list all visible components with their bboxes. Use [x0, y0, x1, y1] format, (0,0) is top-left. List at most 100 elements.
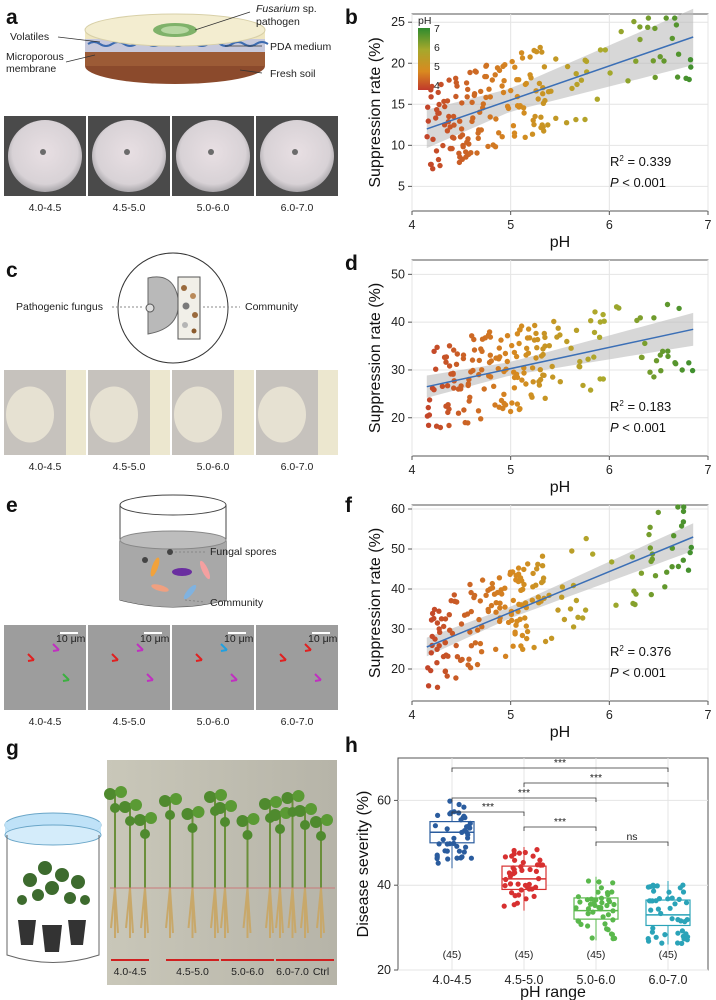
data-point: [685, 567, 692, 573]
data-point: [507, 881, 514, 887]
scale-label: 10 μm: [308, 633, 338, 645]
y-axis-label: Disease severity (%): [355, 791, 372, 938]
y-tick-label: 60: [377, 793, 391, 807]
data-point: [492, 72, 498, 78]
y-tick-label: 15: [391, 97, 405, 111]
data-point: [540, 578, 546, 584]
data-point: [511, 130, 518, 136]
data-point: [467, 665, 474, 671]
y-tick-label: 30: [391, 622, 405, 636]
data-point: [531, 121, 537, 128]
data-point: [665, 896, 671, 902]
svg-text:PDA medium: PDA medium: [270, 41, 332, 53]
y-tick-label: 20: [391, 56, 405, 70]
data-point: [555, 325, 561, 331]
data-point: [525, 561, 531, 567]
data-point: [610, 917, 616, 923]
data-point: [674, 74, 681, 80]
data-point: [442, 616, 449, 622]
data-point: [435, 156, 442, 163]
seedling-group-label: 4.0-4.5: [114, 966, 147, 978]
data-point: [539, 49, 545, 55]
community-strip: [150, 370, 170, 455]
data-point: [428, 650, 434, 656]
data-point: [472, 640, 479, 646]
data-point: [537, 367, 543, 373]
data-point: [429, 385, 436, 391]
seedling-root: [210, 887, 219, 938]
x-tick-label: 5: [507, 218, 514, 232]
data-point: [645, 884, 652, 890]
data-point: [446, 113, 452, 120]
data-point: [661, 58, 667, 64]
r-squared-label: R2 = 0.339: [610, 154, 671, 169]
data-point: [429, 610, 436, 617]
data-point: [525, 350, 532, 356]
data-point: [659, 940, 665, 946]
data-point: [474, 150, 480, 156]
data-point: [679, 928, 686, 934]
data-point: [438, 81, 444, 88]
chart-h: h 20 40 60 Disease severity (%) pH range 4.0-…: [345, 734, 709, 1000]
micrograph: [256, 625, 338, 710]
data-point: [471, 592, 478, 599]
seedling-leaf: [225, 800, 237, 812]
data-point: [570, 624, 577, 630]
data-point: [585, 923, 591, 929]
seedling-leaf: [192, 806, 205, 818]
data-point: [458, 621, 465, 627]
data-point: [578, 921, 584, 928]
data-point: [675, 940, 681, 946]
data-point: [519, 55, 526, 61]
data-point: [466, 398, 472, 404]
legend-tick-label: 5: [434, 61, 440, 73]
data-point: [598, 895, 605, 901]
data-point: [518, 643, 524, 649]
data-point: [503, 876, 509, 883]
data-point: [594, 96, 600, 102]
legend-tick-label: 4: [434, 80, 440, 92]
svg-text:Microporous: Microporous: [6, 51, 64, 63]
data-point: [625, 78, 631, 84]
data-point: [613, 304, 620, 310]
data-point: [517, 575, 524, 581]
data-point: [452, 598, 458, 604]
x-tick-label: 4.0-4.5: [433, 973, 472, 987]
data-point: [631, 18, 637, 25]
annotation-community-e: Community: [184, 597, 264, 609]
data-point: [533, 582, 539, 588]
data-point: [669, 895, 675, 901]
data-point: [675, 51, 682, 57]
data-point: [664, 569, 670, 575]
annotation-membrane: Microporous membrane: [6, 51, 96, 75]
beaker-illustration: [119, 494, 227, 608]
data-point: [561, 616, 568, 623]
p-value-label: P < 0.001: [610, 175, 666, 190]
data-point: [511, 385, 518, 391]
data-point: [483, 94, 489, 101]
panel-label-c: c: [6, 259, 18, 282]
fit-line: [426, 328, 694, 388]
data-point: [497, 600, 503, 606]
data-point: [496, 404, 502, 410]
data-point: [457, 657, 464, 664]
data-point: [657, 352, 663, 358]
seedling-leaf: [281, 792, 294, 804]
data-point: [457, 118, 463, 124]
data-point: [442, 668, 448, 675]
significance-label: ***: [590, 772, 602, 784]
data-point: [524, 335, 531, 341]
data-point: [596, 879, 602, 885]
data-point: [437, 162, 443, 169]
data-point: [462, 419, 468, 426]
data-point: [434, 854, 440, 860]
seedling-leaf: [187, 823, 198, 833]
data-point: [525, 885, 531, 891]
data-point: [516, 850, 523, 856]
data-point: [522, 849, 528, 856]
data-point: [487, 114, 493, 120]
scale-label: 10 μm: [140, 633, 170, 645]
data-point: [609, 889, 615, 895]
data-point: [647, 524, 653, 530]
data-point: [538, 124, 544, 131]
